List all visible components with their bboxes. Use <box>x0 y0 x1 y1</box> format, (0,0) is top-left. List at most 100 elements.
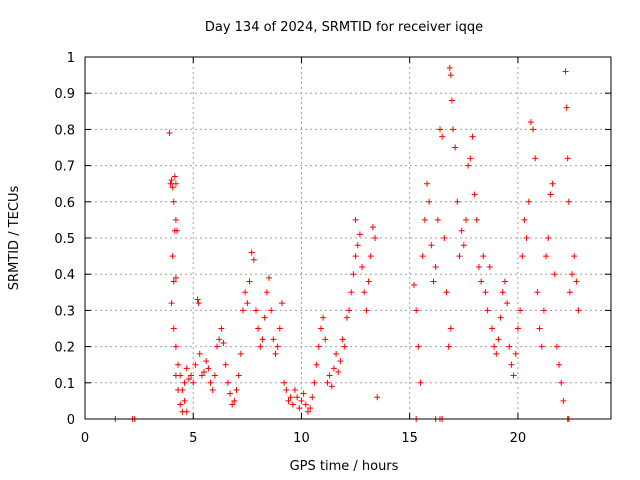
data-point <box>172 372 179 379</box>
data-point <box>549 180 556 187</box>
data-point <box>302 401 309 408</box>
data-point <box>246 278 253 285</box>
data-point <box>465 162 472 169</box>
data-point <box>192 361 199 368</box>
data-point <box>248 249 255 256</box>
data-point <box>449 126 456 133</box>
data-point <box>209 387 216 394</box>
data-point <box>330 365 337 372</box>
data-point <box>432 263 439 270</box>
data-point <box>168 300 175 307</box>
data-point <box>551 271 558 278</box>
data-point <box>300 390 307 397</box>
data-point <box>309 394 316 401</box>
data-point <box>196 350 203 357</box>
data-point <box>283 387 290 394</box>
data-point <box>307 405 314 412</box>
data-point <box>456 253 463 260</box>
data-point <box>170 278 177 285</box>
data-point <box>348 289 355 296</box>
data-point <box>454 198 461 205</box>
data-point <box>460 242 467 249</box>
data-point <box>354 242 361 249</box>
data-point <box>475 263 482 270</box>
data-point <box>194 296 201 303</box>
data-point <box>231 397 238 404</box>
data-point <box>361 289 368 296</box>
data-point <box>415 343 422 350</box>
y-tick-label: 0.7 <box>54 160 75 175</box>
data-point <box>441 235 448 241</box>
data-point <box>495 336 502 343</box>
data-point <box>315 343 322 350</box>
data-point <box>169 253 176 260</box>
data-point <box>203 358 210 365</box>
y-tick-label: 0 <box>67 413 75 428</box>
data-point <box>558 379 565 386</box>
data-point <box>235 372 242 379</box>
data-point <box>253 307 260 314</box>
data-point <box>201 368 208 375</box>
data-point <box>224 379 231 386</box>
data-point <box>488 325 495 332</box>
data-point <box>265 274 272 281</box>
data-point <box>207 379 214 386</box>
data-point <box>506 343 513 350</box>
data-point <box>304 408 311 415</box>
data-point <box>220 339 227 346</box>
data-point <box>443 289 450 296</box>
data-point <box>171 173 178 180</box>
data-point <box>530 126 537 133</box>
data-point <box>508 361 515 368</box>
data-point <box>177 401 184 408</box>
axis-ticks: 00.10.20.30.40.50.60.70.80.910 5 10 15 20 <box>54 51 611 446</box>
data-point <box>448 97 455 104</box>
x-tick-label: 5 <box>189 431 197 446</box>
data-point <box>563 104 570 111</box>
data-point <box>573 278 580 285</box>
data-point <box>536 325 543 332</box>
y-tick-label: 0.3 <box>54 304 75 319</box>
data-point <box>417 379 424 386</box>
data-point <box>320 314 327 321</box>
data-point <box>166 130 173 137</box>
data-point <box>512 350 519 357</box>
data-point <box>359 263 366 270</box>
chart-title: Day 134 of 2024, SRMTID for receiver iqq… <box>205 20 483 35</box>
data-point <box>564 155 571 162</box>
data-point <box>333 350 340 357</box>
data-point <box>538 343 545 350</box>
data-point <box>346 307 353 314</box>
data-point <box>501 278 508 285</box>
data-point <box>233 387 240 394</box>
data-point <box>328 383 335 390</box>
data-point <box>322 336 329 343</box>
y-tick-label: 0.8 <box>54 123 75 138</box>
y-tick-label: 0.6 <box>54 196 75 211</box>
data-point <box>467 155 474 162</box>
data-point <box>493 350 500 357</box>
data-point <box>374 394 381 401</box>
data-point <box>547 191 554 198</box>
data-point <box>445 343 452 350</box>
data-point <box>274 343 281 350</box>
data-point <box>411 282 418 289</box>
data-point <box>430 278 437 285</box>
data-point <box>181 397 188 404</box>
y-tick-label: 0.5 <box>54 232 75 247</box>
data-point <box>313 361 320 368</box>
data-point <box>565 198 572 205</box>
data-point <box>484 307 491 314</box>
data-point <box>352 253 359 260</box>
data-point <box>439 133 446 140</box>
data-point <box>291 387 298 394</box>
x-tick-label: 10 <box>293 431 310 446</box>
data-point <box>270 336 277 343</box>
data-point <box>421 216 428 223</box>
data-point <box>350 271 357 278</box>
data-point <box>523 235 530 241</box>
data-point <box>514 325 521 332</box>
data-point <box>497 314 504 321</box>
data-point <box>167 180 174 187</box>
data-point <box>434 216 441 223</box>
